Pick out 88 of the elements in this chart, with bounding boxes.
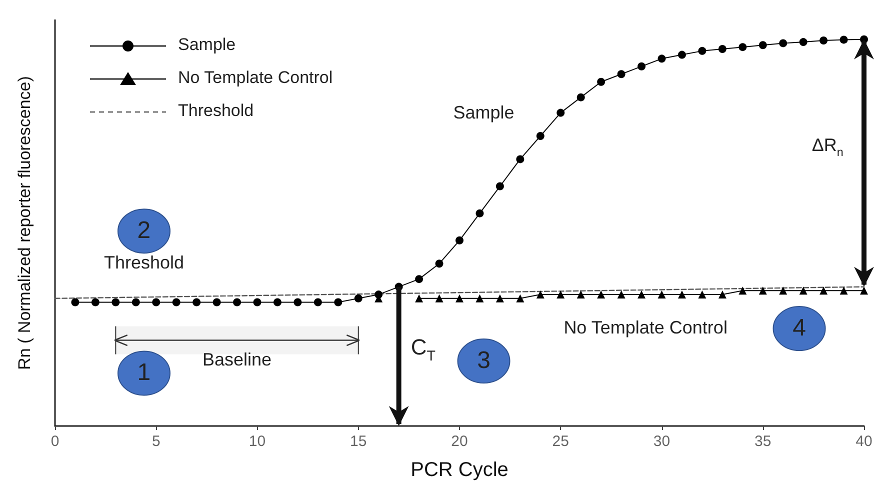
point: [597, 78, 606, 86]
point: [820, 36, 828, 44]
point: [273, 298, 282, 306]
point: [718, 45, 726, 53]
point: [617, 70, 626, 78]
x-tick-label: 0: [50, 433, 60, 450]
y-axis-title: Rn ( Normalized reporter fluorescence): [15, 76, 34, 370]
point: [314, 298, 322, 306]
point: [476, 209, 484, 218]
point: [758, 286, 767, 295]
ref-line-label: C$_{T}$: [410, 334, 436, 364]
point: [192, 298, 201, 306]
annotation: Threshold: [104, 252, 184, 272]
point: [496, 294, 504, 302]
point: [152, 298, 160, 306]
x-tick-label: 30: [653, 433, 670, 450]
numbered-badge: 2: [118, 208, 170, 254]
point: [294, 298, 302, 306]
point: [212, 298, 221, 306]
point: [71, 298, 80, 306]
point: [172, 298, 180, 306]
point: [779, 286, 788, 295]
point: [658, 54, 666, 63]
point: [638, 290, 646, 299]
annotation: 4: [792, 314, 806, 342]
point: [617, 290, 626, 299]
point: [536, 132, 544, 140]
x-tick-label: 40: [856, 433, 872, 450]
legend-label: Threshold: [178, 101, 254, 120]
annotation: No Template Control: [564, 317, 728, 338]
point: [576, 93, 585, 102]
point: [112, 298, 120, 306]
numbered-badge: 3: [457, 338, 510, 384]
x-tick-label: 15: [350, 433, 367, 450]
point: [456, 294, 464, 302]
point: [354, 294, 362, 302]
point: [738, 43, 747, 52]
point: [698, 290, 706, 299]
x-tick-label: 25: [552, 433, 569, 450]
point: [536, 290, 544, 299]
point: [556, 108, 565, 117]
point: [132, 298, 140, 306]
point: [233, 298, 242, 306]
point: [576, 290, 585, 299]
point: [779, 39, 788, 48]
annotation: 3: [477, 347, 490, 374]
point: [435, 294, 444, 302]
point: [820, 286, 828, 295]
point: [415, 275, 424, 284]
point: [476, 294, 484, 302]
point: [678, 50, 686, 59]
point: [415, 294, 424, 302]
point: [496, 182, 504, 190]
numbered-badge: 1: [118, 350, 170, 396]
point: [718, 290, 726, 299]
point: [456, 236, 464, 244]
point: [516, 294, 524, 302]
point: [758, 41, 767, 50]
x-tick-label: 20: [451, 433, 468, 450]
annotation: 1: [137, 360, 151, 387]
annotation: 2: [137, 217, 151, 244]
annotation: ΔR$_{n}$: [812, 134, 844, 158]
annotation: Sample: [453, 102, 514, 122]
point: [556, 290, 565, 299]
point: [597, 290, 606, 299]
point: [334, 298, 342, 306]
numbered-badge: 4: [772, 306, 826, 352]
point: [253, 298, 262, 306]
point: [658, 290, 666, 299]
point: [678, 290, 686, 299]
point: [698, 46, 706, 55]
point: [516, 155, 524, 164]
x-tick-label: 5: [152, 433, 160, 450]
x-tick-label: 10: [248, 433, 266, 450]
point: [840, 286, 848, 295]
point: [860, 286, 868, 295]
band-label: Baseline: [202, 349, 272, 370]
point: [799, 38, 808, 46]
x-axis-title: PCR Cycle: [410, 459, 508, 481]
point: [799, 286, 808, 295]
legend-label: No Template Control: [178, 68, 333, 88]
point: [435, 260, 444, 268]
x-tick-label: 35: [754, 433, 772, 450]
point: [91, 298, 100, 306]
point: [638, 62, 646, 70]
legend-label: Sample: [178, 35, 236, 54]
point: [840, 36, 848, 44]
point: [738, 286, 747, 295]
